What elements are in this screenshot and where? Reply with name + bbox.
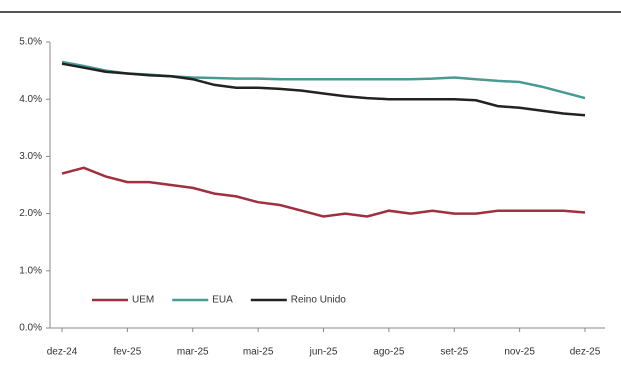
x-tick-label: dez-25 (570, 347, 601, 358)
y-tick-label: 4.0% (19, 94, 42, 105)
y-tick-label: 5.0% (19, 37, 42, 48)
y-tick-label: 0.0% (19, 323, 42, 334)
legend-label: UEM (132, 295, 154, 306)
y-tick-label: 1.0% (19, 265, 42, 276)
y-tick-label: 2.0% (19, 208, 42, 219)
x-tick-label: nov-25 (504, 347, 535, 358)
x-tick-label: mai-25 (243, 347, 274, 358)
x-tick-label: set-25 (440, 347, 468, 358)
series-line (61, 62, 586, 117)
x-tick-label: dez-24 (47, 347, 78, 358)
x-tick-label: jun-25 (309, 347, 338, 358)
legend-label: Reino Unido (291, 295, 346, 306)
legend-label: EUA (212, 295, 233, 306)
x-tick-label: fev-25 (113, 347, 141, 358)
y-tick-label: 3.0% (19, 151, 42, 162)
x-tick-label: ago-25 (373, 347, 405, 358)
x-tick-label: mar-25 (177, 347, 209, 358)
series-line (61, 166, 586, 218)
